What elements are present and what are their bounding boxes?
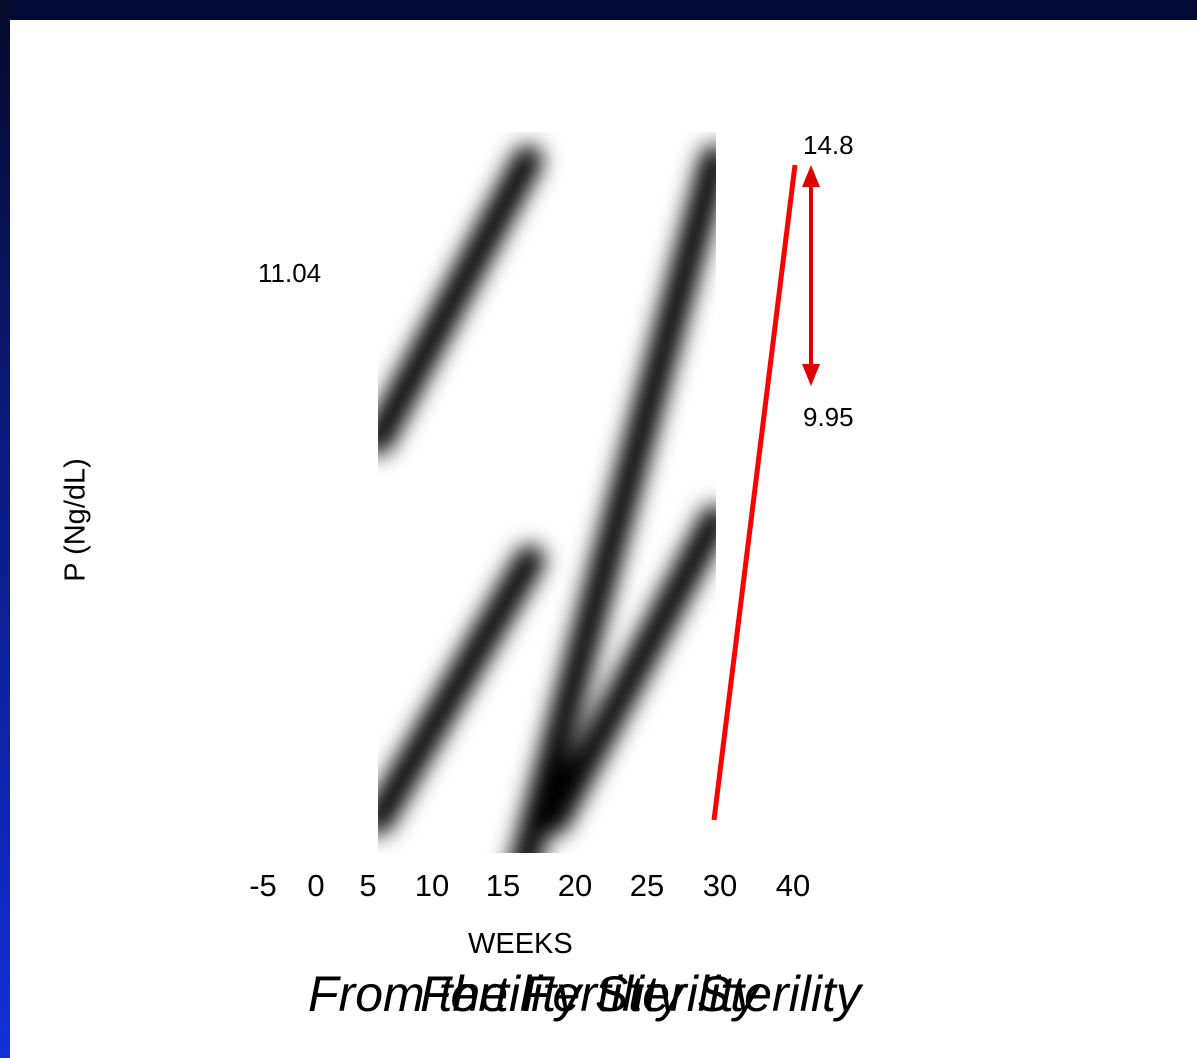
slide-top-border: [0, 0, 1197, 20]
y-axis-label: P (Ng/dL): [59, 458, 92, 582]
annotation-bottom-value: 9.95: [803, 402, 854, 432]
x-tick-label: 25: [629, 868, 665, 903]
x-tick-label: 40: [775, 868, 811, 903]
x-tick-label: 20: [557, 868, 593, 903]
x-tick-label: -5: [249, 868, 277, 903]
pattern-band: [378, 545, 545, 835]
range-arrow-head: [802, 364, 820, 386]
caption-overlap-1: From the Fertility Sterility: [308, 966, 861, 1022]
plot-area-pattern: [378, 145, 716, 853]
x-tick-label: 10: [414, 868, 450, 903]
x-tick-label: 30: [702, 868, 738, 903]
x-axis-label: WEEKS: [468, 928, 573, 960]
pattern-band: [540, 505, 716, 835]
range-arrow: [802, 165, 820, 386]
pattern-band: [378, 145, 543, 455]
x-tick-label: 5: [359, 868, 377, 903]
range-arrow-head: [802, 165, 820, 187]
x-tick-label: 15: [485, 868, 521, 903]
annotation-top-value: 14.8: [803, 130, 854, 160]
x-tick-label: 0: [307, 868, 325, 903]
caption-overlap-2: Fertility Sterility: [420, 966, 759, 1022]
annotation-left-value: 11.04: [258, 258, 322, 288]
trend-line: [711, 164, 798, 821]
slide-left-border: [0, 0, 10, 1058]
pattern-band: [511, 145, 716, 853]
